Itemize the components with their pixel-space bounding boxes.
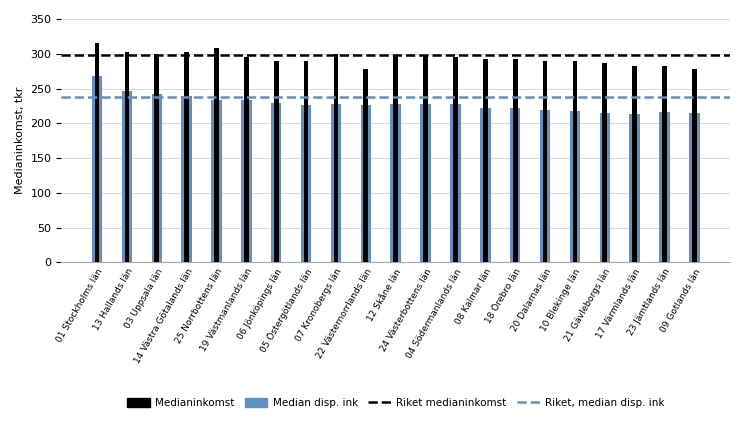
Bar: [689, 113, 700, 262]
Bar: [662, 66, 667, 262]
Bar: [271, 103, 282, 262]
Bar: [540, 110, 551, 262]
Bar: [630, 114, 640, 262]
Bar: [334, 54, 338, 262]
Bar: [304, 61, 308, 262]
Bar: [633, 66, 637, 262]
Bar: [214, 48, 219, 262]
Bar: [453, 57, 457, 262]
Bar: [480, 108, 490, 262]
Bar: [244, 57, 249, 262]
Bar: [510, 108, 521, 262]
Bar: [92, 76, 102, 262]
Bar: [331, 104, 341, 262]
Y-axis label: Medianinkomst, tkr: Medianinkomst, tkr: [15, 87, 25, 194]
Legend: Medianinkomst, Median disp. ink, Riket medianinkomst, Riket, median disp. ink: Medianinkomst, Median disp. ink, Riket m…: [122, 394, 669, 412]
Bar: [600, 113, 610, 262]
Bar: [692, 69, 697, 262]
Bar: [154, 54, 159, 262]
Bar: [364, 69, 368, 262]
Bar: [659, 112, 670, 262]
Bar: [423, 55, 428, 262]
Bar: [542, 61, 548, 262]
Bar: [513, 59, 518, 262]
Bar: [184, 52, 189, 262]
Bar: [390, 104, 401, 262]
Bar: [151, 94, 162, 262]
Bar: [393, 55, 398, 262]
Bar: [450, 104, 460, 262]
Bar: [124, 52, 129, 262]
Bar: [483, 59, 488, 262]
Bar: [573, 61, 577, 262]
Bar: [95, 43, 99, 262]
Bar: [181, 96, 192, 262]
Bar: [420, 104, 431, 262]
Bar: [121, 91, 132, 262]
Bar: [361, 105, 371, 262]
Bar: [301, 105, 311, 262]
Bar: [212, 100, 222, 262]
Bar: [241, 100, 252, 262]
Bar: [603, 63, 607, 262]
Bar: [570, 111, 580, 262]
Bar: [274, 61, 279, 262]
